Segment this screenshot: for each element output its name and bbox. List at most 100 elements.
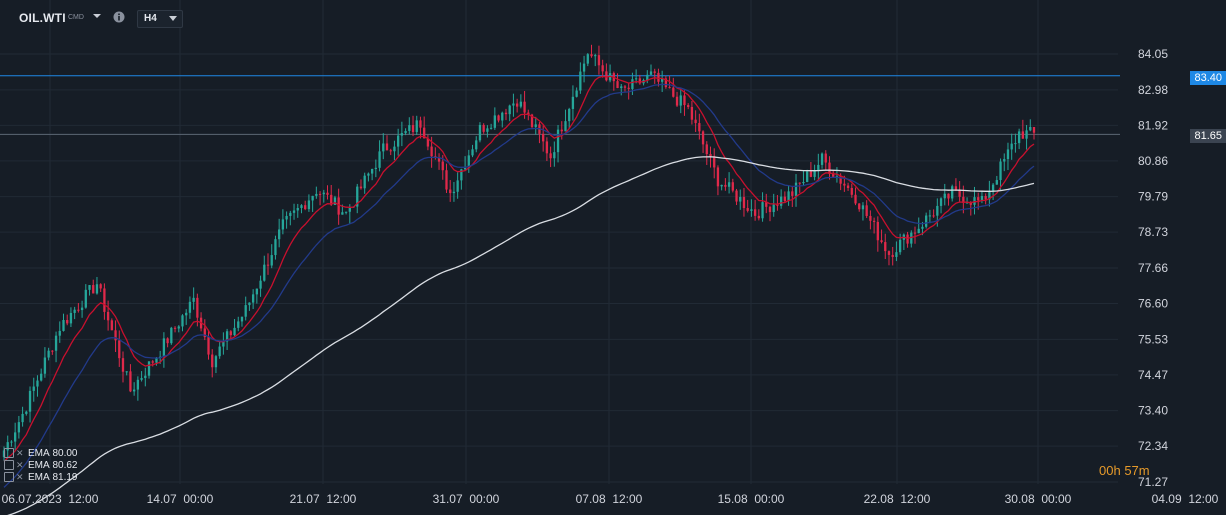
candle-body bbox=[367, 173, 370, 176]
candle-body bbox=[66, 319, 69, 324]
candle-body bbox=[10, 441, 13, 443]
candle-body bbox=[229, 331, 232, 336]
candle-body bbox=[441, 161, 444, 171]
candle-body bbox=[564, 121, 567, 132]
candle-body bbox=[724, 184, 727, 187]
candle-body bbox=[106, 311, 110, 321]
candle-body bbox=[259, 280, 262, 289]
candle-body bbox=[493, 115, 496, 128]
candle-body bbox=[508, 105, 511, 115]
x-tick-label: 14.07 00:00 bbox=[147, 492, 214, 506]
candle-body bbox=[326, 192, 329, 195]
candle-body bbox=[445, 170, 448, 190]
candle-body bbox=[147, 361, 151, 376]
candle-body bbox=[151, 361, 154, 363]
candle-body bbox=[292, 210, 296, 213]
close-icon[interactable]: ✕ bbox=[16, 448, 24, 458]
candle-body bbox=[515, 103, 519, 107]
candle-body bbox=[720, 184, 723, 187]
indicator-legend: ✕ EMA 80.00 ✕ EMA 80.62 ✕ EMA 81.19 bbox=[4, 448, 77, 484]
candle-body bbox=[694, 119, 697, 124]
candle-body bbox=[568, 108, 571, 122]
candle-body bbox=[14, 432, 17, 442]
y-tick-label: 77.66 bbox=[1138, 261, 1168, 275]
symbol-name[interactable]: OIL.WTI bbox=[19, 11, 66, 25]
candle-body bbox=[713, 156, 716, 168]
candle-body bbox=[463, 167, 467, 170]
candle-body bbox=[225, 331, 229, 342]
candle-body bbox=[449, 189, 452, 194]
candle-body bbox=[958, 189, 961, 197]
visibility-icon[interactable] bbox=[4, 472, 14, 483]
candle-body bbox=[28, 390, 32, 412]
candle-body bbox=[627, 87, 630, 89]
candle-body bbox=[192, 297, 195, 302]
timeframe-select[interactable]: H4 bbox=[137, 10, 183, 28]
x-tick-label: 21.07 12:00 bbox=[290, 492, 357, 506]
candle-body bbox=[727, 182, 731, 187]
candle-body bbox=[716, 167, 720, 187]
candle-body bbox=[125, 371, 128, 373]
candle-body bbox=[910, 232, 913, 244]
chart-toolbar: OIL.WTI CMD H4 bbox=[0, 0, 400, 34]
countdown-minutes: 57m bbox=[1124, 463, 1150, 478]
x-tick-label: 06.07.2023 12:00 bbox=[2, 492, 99, 506]
visibility-icon[interactable] bbox=[4, 460, 14, 471]
candle-body bbox=[1014, 143, 1017, 145]
close-icon[interactable]: ✕ bbox=[16, 472, 24, 482]
candle-body bbox=[954, 186, 958, 190]
candle-body bbox=[527, 112, 530, 115]
candle-body bbox=[779, 196, 783, 206]
ema-value: 81.19 bbox=[52, 472, 78, 483]
candle-body bbox=[504, 112, 508, 115]
chevron-down-icon[interactable] bbox=[92, 11, 102, 21]
candle-body bbox=[497, 115, 500, 121]
candle-body bbox=[43, 357, 47, 374]
candle-body bbox=[549, 153, 552, 159]
current-price-tag: 81.65 bbox=[1122, 129, 1226, 143]
candle-body bbox=[616, 81, 619, 89]
candle-body bbox=[876, 221, 879, 241]
candle-body bbox=[404, 130, 407, 134]
candle-body bbox=[471, 149, 474, 156]
candle-body bbox=[452, 191, 456, 194]
y-tick-label: 78.73 bbox=[1138, 225, 1168, 239]
candle-body bbox=[943, 193, 946, 199]
y-tick-label: 80.86 bbox=[1138, 154, 1168, 168]
candle-body bbox=[917, 228, 920, 234]
candle-body bbox=[501, 112, 504, 121]
candle-body bbox=[285, 215, 288, 220]
candle-body bbox=[742, 197, 746, 209]
visibility-icon[interactable] bbox=[4, 448, 14, 459]
chevron-down-icon bbox=[169, 16, 177, 21]
candle-body bbox=[750, 209, 753, 211]
candle-body bbox=[173, 327, 177, 329]
candle-body bbox=[646, 74, 649, 80]
candle-body bbox=[798, 182, 801, 184]
candle-body bbox=[783, 196, 787, 202]
candle-body bbox=[965, 202, 969, 204]
candle-body bbox=[898, 239, 902, 253]
candle-body bbox=[426, 138, 430, 147]
candle-body bbox=[84, 289, 87, 308]
symbol-category: CMD bbox=[68, 14, 84, 21]
candle-body bbox=[478, 124, 482, 141]
candle-body bbox=[47, 350, 50, 358]
candle-body bbox=[40, 373, 43, 381]
candle-body bbox=[251, 294, 255, 303]
candle-body bbox=[188, 301, 192, 313]
info-icon[interactable] bbox=[113, 11, 125, 23]
candle-body bbox=[620, 86, 623, 89]
candle-body bbox=[679, 95, 682, 106]
candle-body bbox=[430, 146, 433, 157]
candle-body bbox=[162, 338, 166, 357]
candle-body bbox=[423, 127, 426, 139]
blue-line-price: 83.40 bbox=[1190, 71, 1226, 85]
candle-body bbox=[54, 335, 58, 351]
ema-name: EMA bbox=[28, 460, 50, 471]
ema-lines bbox=[3, 75, 1035, 515]
candle-body bbox=[263, 264, 266, 281]
close-icon[interactable]: ✕ bbox=[16, 460, 24, 470]
y-tick-label: 79.79 bbox=[1138, 190, 1168, 204]
